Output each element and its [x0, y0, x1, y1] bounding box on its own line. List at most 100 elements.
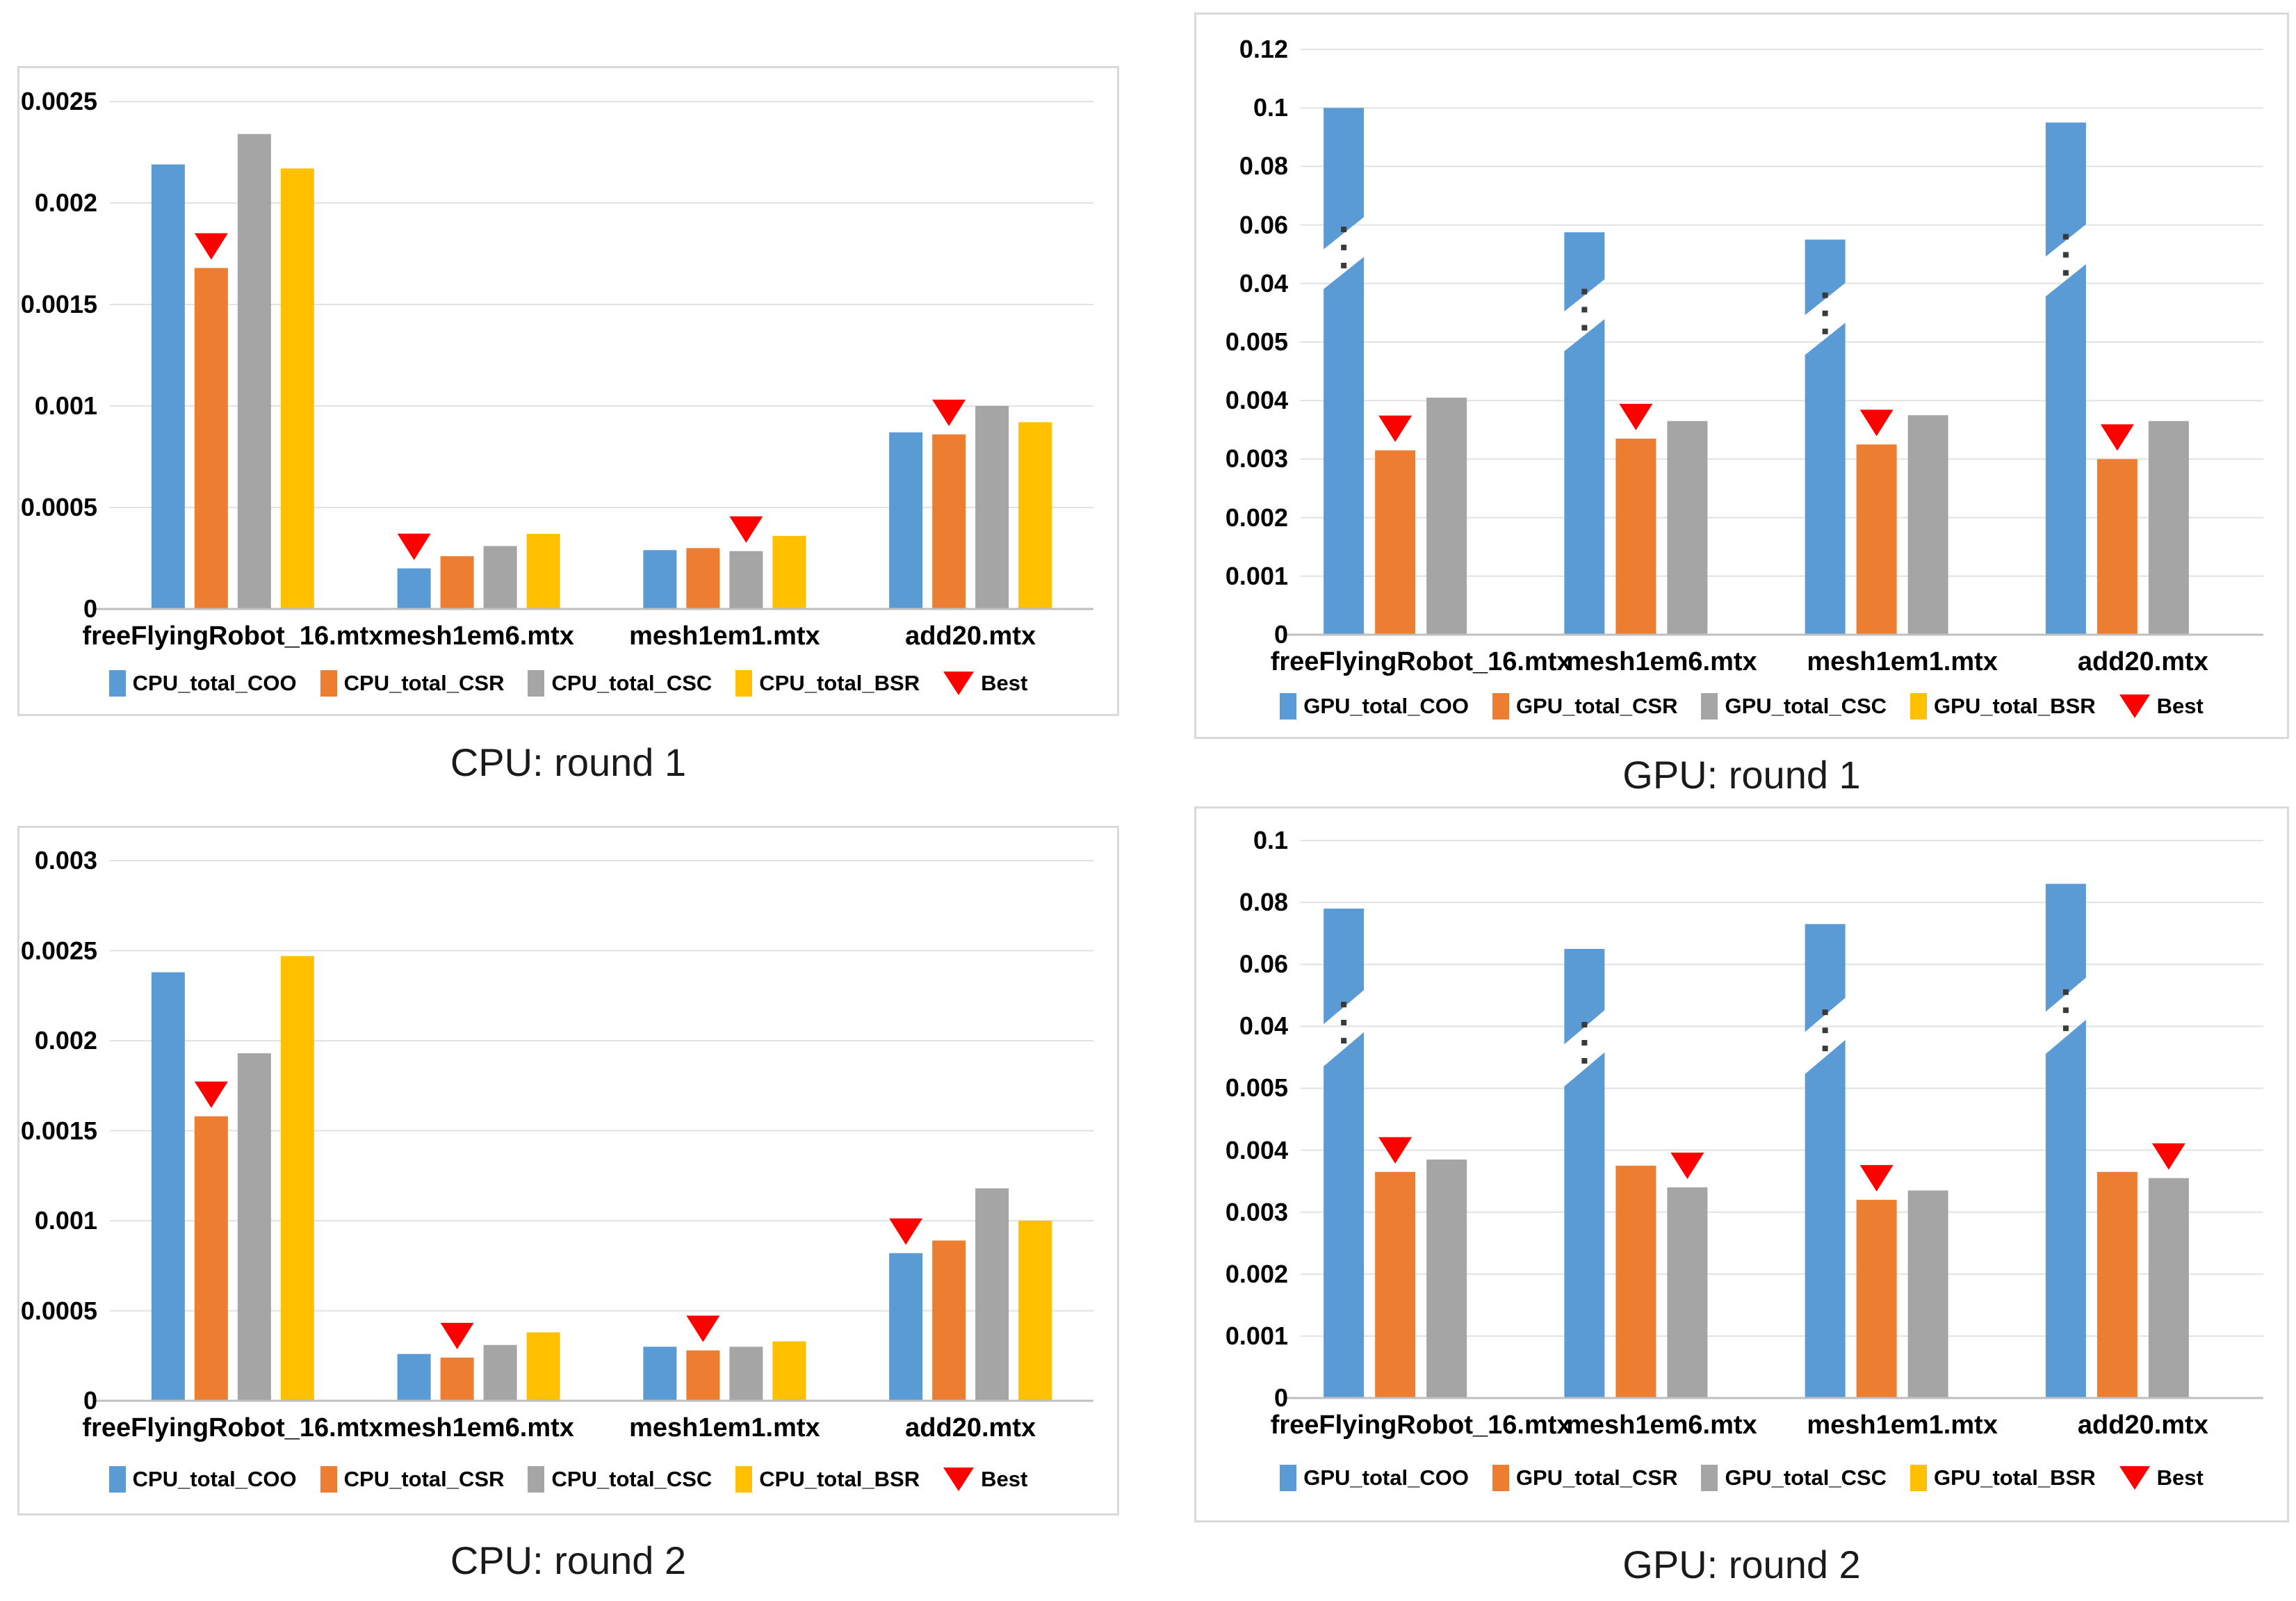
y-tick-label: 0.002 [34, 188, 97, 217]
bar-CPU_total_CSC-freeFlyingRobot_16.mtx [237, 133, 271, 610]
chart-caption-gpu-round-1: GPU: round 1 [1622, 753, 1861, 797]
legend-item-CPU_total_COO: CPU_total_COO [108, 1466, 297, 1493]
x-category-label: mesh1em1.mtx [629, 621, 820, 651]
bar-CPU_total_CSC-freeFlyingRobot_16.mtx [237, 1053, 271, 1401]
y-tick-label: 0.0005 [20, 1296, 97, 1325]
legend-swatch-icon [108, 1466, 126, 1493]
bar-CPU_total_CSC-add20.mtx [975, 1188, 1009, 1401]
y-tick-label: 0.001 [1225, 561, 1288, 590]
x-category-label: add20.mtx [2077, 647, 2208, 676]
bar-CPU_total_COO-freeFlyingRobot_16.mtx [151, 972, 185, 1401]
legend-swatch-icon [1492, 693, 1509, 720]
bar-GPU_total_CSR-mesh1em6.mtx [1615, 1165, 1656, 1398]
chart-caption-gpu-round-2: GPU: round 2 [1622, 1543, 1861, 1586]
bar-CPU_total_COO-mesh1em1.mtx [643, 550, 677, 609]
bar-GPU_total_CSC-mesh1em1.mtx [1907, 415, 1948, 635]
bar-CPU_total_CSC-mesh1em1.mtx [729, 1347, 763, 1401]
y-tick-label: 0.0025 [20, 936, 97, 965]
legend-item-best: Best [943, 1467, 1027, 1492]
x-category-label: add20.mtx [905, 1413, 1036, 1442]
bar-CPU_total_COO-mesh1em1.mtx [643, 1347, 677, 1401]
legend-swatch-icon [1280, 693, 1297, 720]
bar-lower-segment-GPU_total_COO-add20.mtx [2045, 264, 2086, 635]
legend-item-label: GPU_total_COO [1303, 1465, 1469, 1490]
legend-item-label: CPU_total_COO [132, 671, 297, 695]
y-tick-label: 0.001 [34, 391, 97, 420]
bar-upper-segment-GPU_total_COO-freeFlyingRobot_16.mtx [1324, 108, 1365, 250]
plot-area-gpu-round-1 [1285, 49, 2263, 636]
legend-item-CPU_total_CSR: CPU_total_CSR [320, 670, 504, 697]
best-marker-icon [194, 1081, 228, 1108]
legend-swatch-icon [1910, 1465, 1928, 1491]
bar-CPU_total_BSR-add20.mtx [1018, 1221, 1052, 1401]
bar-CPU_total_BSR-mesh1em1.mtx [772, 1341, 806, 1401]
axis-break-dots [2062, 1025, 2069, 1032]
chart-caption-cpu-round-1: CPU: round 1 [450, 740, 687, 784]
chart-caption-cpu-round-2: CPU: round 2 [450, 1538, 687, 1582]
bar-CPU_total_BSR-add20.mtx [1018, 422, 1052, 609]
bar-CPU_total_COO-freeFlyingRobot_16.mtx [151, 164, 185, 609]
chart-panel-gpu-round-1: 0 0.001 0.002 0.003 0.004 0.005 0.04 0.06 0.08 0.… [1194, 13, 2289, 739]
axis-break-dots [1341, 227, 1347, 233]
legend-item-label: CPU_total_COO [132, 1467, 297, 1491]
bar-CPU_total_CSC-mesh1em6.mtx [483, 546, 517, 609]
legend-swatch-icon [1910, 693, 1928, 720]
y-tick-label: 0.0025 [20, 87, 97, 115]
legend-swatch-icon [735, 1466, 753, 1493]
best-marker-icon [1378, 1137, 1412, 1164]
legend-best-label: Best [2156, 694, 2204, 718]
bar-CPU_total_CSR-mesh1em1.mtx [686, 1350, 720, 1401]
legend-item-label: GPU_total_CSR [1515, 1465, 1678, 1490]
x-category-label: mesh1em1.mtx [1807, 1411, 1998, 1440]
bar-CPU_total_BSR-freeFlyingRobot_16.mtx [280, 956, 314, 1401]
bar-CPU_total_CSR-mesh1em1.mtx [686, 548, 720, 609]
x-category-label: add20.mtx [2077, 1411, 2208, 1440]
plot-area-cpu-round-2 [95, 860, 1093, 1402]
axis-break-dots [1822, 310, 1828, 316]
legend-swatch-icon [1492, 1465, 1509, 1491]
legend-item-GPU_total_COO: GPU_total_COO [1280, 693, 1469, 720]
y-tick-label: 0.005 [1225, 1073, 1288, 1103]
legend-swatch-icon [320, 670, 337, 697]
y-tick-label: 0.08 [1239, 888, 1288, 917]
legend-best-label: Best [981, 1467, 1028, 1491]
bar-GPU_total_CSR-mesh1em6.mtx [1615, 438, 1656, 635]
bar-upper-segment-GPU_total_COO-mesh1em1.mtx [1805, 924, 1846, 1032]
chart-panel-cpu-round-1: 0 0.0005 0.001 0.0015 0.002 0.0025 freeFlyingR… [17, 66, 1119, 716]
bar-CPU_total_CSR-add20.mtx [932, 434, 966, 609]
legend-item-GPU_total_CSR: GPU_total_CSR [1492, 1465, 1678, 1491]
bar-upper-segment-GPU_total_COO-add20.mtx [2045, 884, 2086, 1012]
y-tick-label: 0.08 [1239, 152, 1288, 181]
plot-area-cpu-round-1 [95, 101, 1093, 610]
legend-swatch-icon [735, 670, 753, 697]
chart-panel-cpu-round-2: 0 0.0005 0.001 0.0015 0.002 0.0025 0.003 freeFl… [17, 826, 1119, 1515]
axis-break-dots [1822, 1027, 1828, 1034]
bar-GPU_total_CSR-mesh1em1.mtx [1856, 1199, 1897, 1398]
y-tick-label: 0.003 [1225, 444, 1288, 473]
axis-break-dots [1581, 1057, 1588, 1064]
legend-item-GPU_total_CSC: GPU_total_CSC [1701, 1465, 1887, 1491]
axis-break-dots [1822, 1009, 1828, 1016]
legend-item-label: CPU_total_CSC [551, 1467, 713, 1491]
legend-swatch-icon [1701, 1465, 1718, 1491]
x-category-label: freeFlyingRobot_16.mtx [1270, 647, 1572, 676]
bar-CPU_total_CSR-add20.mtx [932, 1240, 966, 1401]
chart-panel-gpu-round-2: 0 0.001 0.002 0.003 0.004 0.005 0.04 0.06 0.08 0.… [1194, 806, 2289, 1522]
bar-CPU_total_CSC-mesh1em6.mtx [483, 1344, 517, 1401]
best-marker-icon [686, 1315, 720, 1342]
best-marker-icon [2151, 1143, 2185, 1170]
bar-upper-segment-GPU_total_COO-add20.mtx [2045, 122, 2086, 257]
legend-item-best: Best [2119, 1465, 2204, 1490]
x-category-label: mesh1em1.mtx [1807, 647, 1998, 676]
bar-CPU_total_CSR-mesh1em6.mtx [440, 1357, 474, 1401]
bar-GPU_total_CSC-add20.mtx [2148, 1178, 2189, 1398]
legend-item-CPU_total_CSC: CPU_total_CSC [528, 670, 712, 697]
x-category-label: freeFlyingRobot_16.mtx [1270, 1411, 1572, 1440]
bar-upper-segment-GPU_total_COO-freeFlyingRobot_16.mtx [1324, 909, 1365, 1025]
bar-GPU_total_CSC-freeFlyingRobot_16.mtx [1426, 1159, 1467, 1398]
bar-CPU_total_BSR-mesh1em1.mtx [772, 535, 806, 609]
legend-swatch-icon [528, 1466, 545, 1493]
bar-lower-segment-GPU_total_COO-mesh1em6.mtx [1564, 1052, 1605, 1398]
legend-item-GPU_total_COO: GPU_total_COO [1280, 1465, 1469, 1491]
best-marker-icon [1859, 409, 1894, 437]
